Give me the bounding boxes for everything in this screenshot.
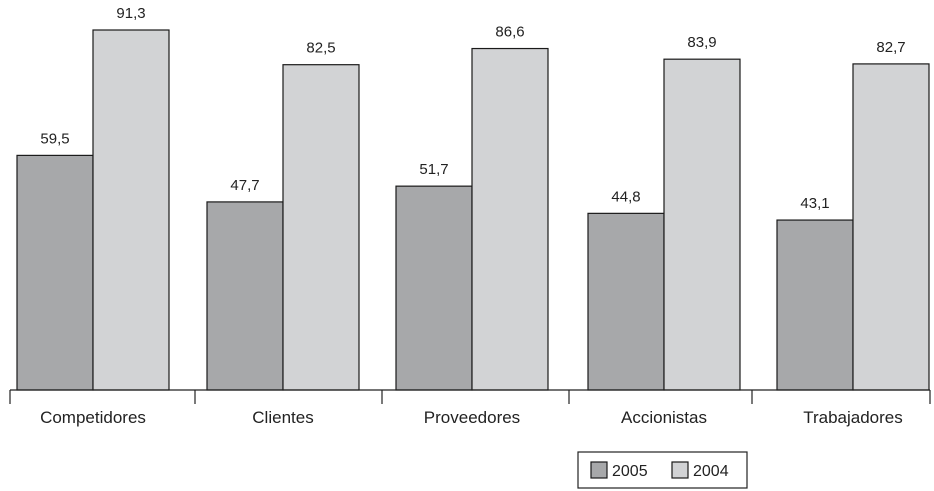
value-label-2004-proveedores: 86,6 — [495, 24, 524, 41]
value-label-2004-accionistas: 83,9 — [687, 34, 716, 51]
category-label-competidores: Competidores — [40, 408, 146, 427]
category-label-clientes: Clientes — [252, 408, 313, 427]
value-label-2005-proveedores: 51,7 — [419, 161, 448, 178]
category-label-accionistas: Accionistas — [621, 408, 707, 427]
value-label-2004-competidores: 91,3 — [116, 5, 145, 22]
value-label-2004-trabajadores: 82,7 — [876, 39, 905, 56]
value-label-2005-competidores: 59,5 — [40, 130, 69, 147]
bar-2004-trabajadores — [852, 63, 930, 391]
bars-group — [16, 29, 930, 391]
legend-label-2005: 2005 — [612, 463, 648, 480]
bar-2004-competidores — [92, 29, 170, 391]
category-label-proveedores: Proveedores — [424, 408, 520, 427]
bar-2005-clientes — [206, 201, 284, 391]
legend-label-2004: 2004 — [693, 463, 729, 480]
x-axis — [9, 389, 931, 404]
value-label-2004-clientes: 82,5 — [306, 40, 335, 57]
bar-2004-accionistas — [663, 58, 741, 391]
value-label-2005-accionistas: 44,8 — [611, 188, 640, 205]
bar-2005-accionistas — [587, 212, 665, 391]
bar-2005-proveedores — [395, 185, 473, 391]
bar-2004-clientes — [282, 64, 360, 391]
legend-swatch-2005 — [590, 461, 608, 479]
bar-2005-trabajadores — [776, 219, 854, 391]
value-label-2005-clientes: 47,7 — [230, 177, 259, 194]
category-label-trabajadores: Trabajadores — [803, 408, 903, 427]
legend: 2005 2004 — [577, 451, 748, 489]
legend-swatch-2004 — [671, 461, 689, 479]
value-label-2005-trabajadores: 43,1 — [800, 195, 829, 212]
labels-group: 59,5 91,3 Competidores 47,7 82,5 Clientes 51,7… — [40, 5, 906, 427]
bar-2005-competidores — [16, 154, 94, 391]
bar-2004-proveedores — [471, 47, 549, 391]
